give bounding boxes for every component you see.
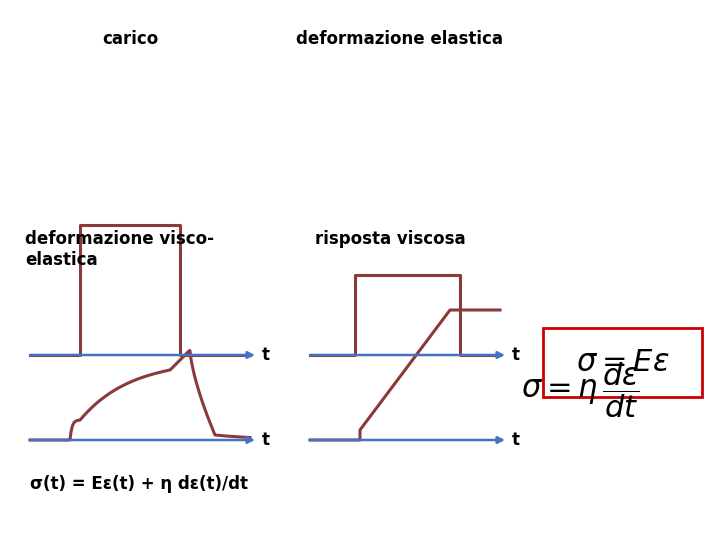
Text: deformazione elastica: deformazione elastica — [297, 30, 503, 48]
Text: t: t — [262, 346, 270, 364]
Text: t: t — [262, 431, 270, 449]
Text: t: t — [512, 346, 520, 364]
Text: $\sigma = \eta\,\dfrac{d\varepsilon}{dt}$: $\sigma = \eta\,\dfrac{d\varepsilon}{dt}… — [521, 361, 639, 420]
Text: deformazione visco-
elastica: deformazione visco- elastica — [25, 230, 214, 269]
FancyBboxPatch shape — [543, 328, 702, 397]
Text: t: t — [512, 431, 520, 449]
Text: $\sigma = E\varepsilon$: $\sigma = E\varepsilon$ — [576, 348, 669, 377]
Text: σ(t) = Eε(t) + η dε(t)/dt: σ(t) = Eε(t) + η dε(t)/dt — [30, 475, 248, 493]
Text: risposta viscosa: risposta viscosa — [315, 230, 466, 248]
Text: carico: carico — [102, 30, 158, 48]
